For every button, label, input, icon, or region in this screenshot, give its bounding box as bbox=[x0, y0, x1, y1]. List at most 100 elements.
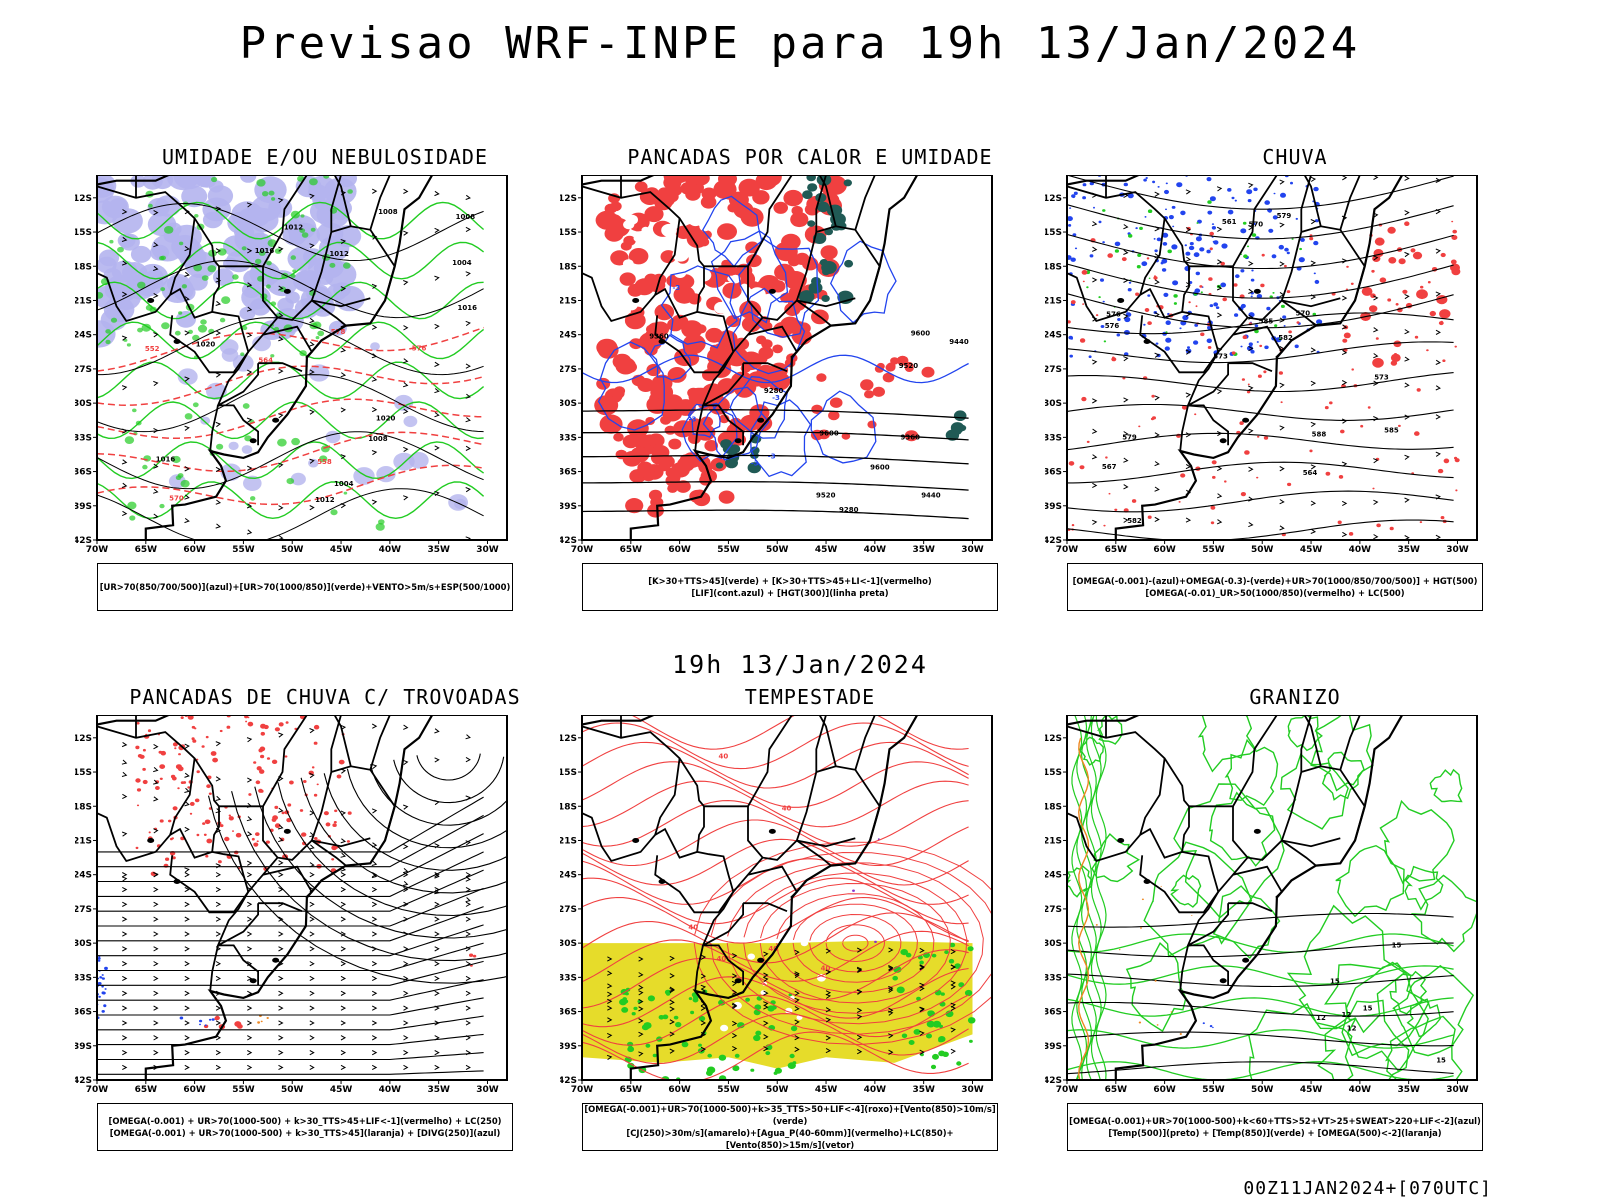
shaded-area bbox=[1165, 208, 1167, 211]
shaded-area bbox=[789, 995, 795, 1001]
wind-arrow bbox=[1091, 519, 1098, 525]
shaded-area bbox=[1287, 482, 1292, 487]
wind-arrow bbox=[278, 837, 284, 843]
shaded-area bbox=[255, 258, 262, 265]
shaded-area bbox=[309, 178, 318, 186]
wind-arrow bbox=[1248, 496, 1254, 502]
wind-arrow bbox=[184, 1035, 190, 1041]
coastline bbox=[582, 175, 919, 540]
wind-arrow bbox=[153, 242, 159, 248]
shaded-area bbox=[182, 781, 187, 784]
lon-tick-label: 40W bbox=[864, 545, 887, 555]
shaded-area bbox=[127, 501, 137, 510]
shaded-area bbox=[896, 355, 909, 366]
shaded-area bbox=[1227, 188, 1232, 192]
wind-arrow bbox=[122, 916, 128, 922]
lat-tick-label: 27S bbox=[560, 905, 577, 915]
lon-tick-label: 35W bbox=[1397, 1085, 1420, 1095]
shaded-area bbox=[194, 798, 200, 803]
shaded-area bbox=[1207, 346, 1212, 349]
contour-label: -3 bbox=[689, 416, 697, 424]
contour-label: 1012 bbox=[315, 496, 335, 504]
shaded-area bbox=[136, 804, 140, 807]
wind-arrow bbox=[1248, 385, 1254, 391]
shaded-area bbox=[1157, 186, 1160, 188]
stream-line bbox=[277, 782, 507, 917]
lon-tick-label: 40W bbox=[1349, 545, 1372, 555]
shaded-area bbox=[1256, 476, 1259, 479]
contour-label: 9440 bbox=[921, 492, 941, 500]
wind-arrow bbox=[1279, 499, 1285, 505]
wind-arrow bbox=[1435, 177, 1441, 183]
wind-arrow bbox=[1154, 516, 1160, 523]
shaded-area bbox=[256, 766, 262, 771]
shaded-area bbox=[1152, 416, 1156, 420]
shaded-area bbox=[816, 373, 827, 382]
shaded-area bbox=[806, 175, 816, 182]
wind-arrow bbox=[153, 828, 159, 834]
shaded-area bbox=[627, 1046, 635, 1053]
wind-arrow bbox=[184, 961, 190, 967]
shaded-area bbox=[1067, 255, 1072, 260]
wind-arrow bbox=[465, 840, 471, 846]
wind-arrow bbox=[825, 1047, 832, 1054]
shaded-area bbox=[663, 175, 681, 184]
wind-arrow bbox=[1373, 295, 1379, 301]
shaded-area bbox=[333, 821, 337, 824]
shaded-area bbox=[271, 759, 278, 764]
shaded-area bbox=[841, 432, 851, 440]
shaded-area bbox=[738, 178, 760, 197]
wind-arrow bbox=[607, 1005, 613, 1011]
panel-granizo: GRANIZO 12 15 15 15 12 15 12 12S 15S 18S 21S 24S 27S… bbox=[1045, 685, 1545, 1175]
shaded-area bbox=[1162, 232, 1169, 238]
shaded-area bbox=[266, 270, 298, 297]
wind-arrow bbox=[465, 1020, 471, 1026]
wind-arrow bbox=[1404, 414, 1410, 420]
lon-tick-label: 65W bbox=[1105, 1085, 1128, 1095]
wind-arrow bbox=[1216, 519, 1223, 525]
state-border bbox=[1281, 837, 1341, 848]
shaded-area bbox=[1280, 401, 1283, 404]
shaded-area bbox=[99, 976, 102, 979]
shaded-area bbox=[1443, 458, 1450, 464]
shaded-area bbox=[104, 988, 107, 990]
shaded-area bbox=[232, 830, 234, 832]
wind-arrow bbox=[278, 807, 284, 813]
legend-line: [OMEGA(-0.001) + UR>70(1000-500) + k>30_… bbox=[109, 1128, 501, 1138]
shaded-area bbox=[1313, 186, 1319, 192]
wind-arrow bbox=[434, 872, 440, 878]
shaded-area bbox=[1454, 345, 1457, 348]
wind-arrow bbox=[1154, 312, 1160, 318]
shaded-area bbox=[662, 1014, 669, 1020]
wind-arrow bbox=[309, 1064, 315, 1071]
shaded-area bbox=[1147, 515, 1152, 519]
shaded-area bbox=[98, 995, 101, 998]
shaded-area bbox=[1240, 228, 1247, 234]
wind-arrow bbox=[1123, 277, 1129, 283]
wind-arrow bbox=[825, 1035, 832, 1041]
shaded-area bbox=[1131, 499, 1137, 503]
wind-arrow bbox=[638, 956, 644, 962]
legend-trovoadas: [OMEGA(-0.001) + UR>70(1000-500) + k>30_… bbox=[97, 1103, 513, 1151]
lat-tick-label: 27S bbox=[75, 905, 92, 915]
shaded-area bbox=[1346, 265, 1349, 268]
shaded-area bbox=[685, 338, 704, 354]
wind-arrow bbox=[1185, 349, 1192, 355]
wind-arrow bbox=[606, 983, 613, 989]
shaded-area bbox=[319, 455, 328, 463]
map-pancadas-calor: 9600 9600 9520 9440 9360 9280 9600 9520 9440 9360… bbox=[560, 175, 1060, 560]
shaded-area bbox=[311, 766, 315, 769]
shaded-area bbox=[1187, 346, 1190, 349]
wind-arrow bbox=[1435, 291, 1441, 297]
wind-arrow bbox=[465, 897, 471, 903]
contour-label: 40 bbox=[688, 923, 698, 931]
contour-line bbox=[97, 260, 484, 319]
shaded-area bbox=[1440, 516, 1445, 520]
wind-arrow bbox=[1404, 329, 1410, 335]
wind-arrow bbox=[371, 1064, 378, 1071]
lon-tick-label: 65W bbox=[620, 545, 643, 555]
map-content: 588 5855825795765735705675645615855825795… bbox=[1067, 175, 1461, 540]
shaded-area bbox=[747, 953, 755, 960]
shaded-area bbox=[1389, 526, 1394, 531]
